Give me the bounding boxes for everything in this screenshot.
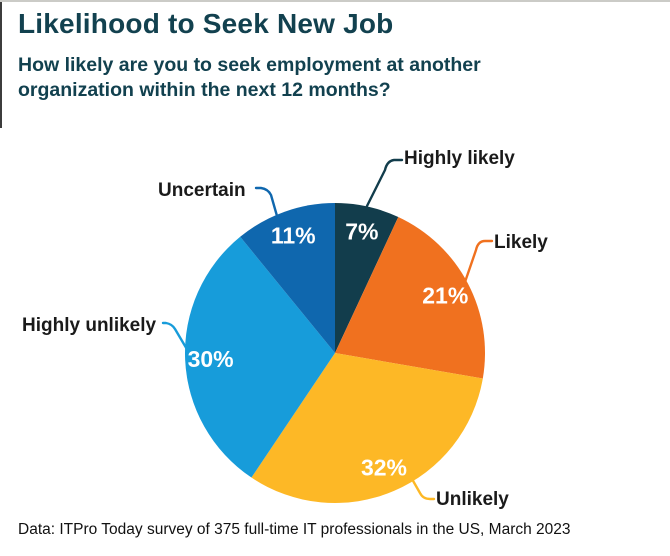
pie-value-labels: 7% 21% 32% 30% 11%	[188, 218, 469, 480]
slice-label-highly-likely: Highly likely	[404, 148, 515, 169]
page-subtitle: How likely are you to seek employment at…	[18, 54, 481, 101]
slice-label-likely: Likely	[494, 232, 548, 253]
screen-left-edge	[0, 2, 2, 128]
leader-line-unlikely	[410, 477, 436, 501]
pie-slices	[184, 203, 486, 504]
pie-slice-highly-likely	[335, 203, 399, 353]
screen-top-edge	[0, 0, 670, 2]
pie-slice-uncertain	[240, 203, 335, 353]
slice-label-unlikely: Unlikely	[436, 489, 509, 510]
leader-line-uncertain	[254, 186, 279, 218]
pie-value-highly-unlikely: 30%	[188, 346, 234, 372]
leader-line-likely	[463, 239, 494, 284]
leader-line-highly-likely	[365, 158, 404, 208]
pie-value-likely: 21%	[422, 282, 468, 308]
page-title: Likelihood to Seek New Job	[18, 8, 394, 39]
pie-slice-highly-unlikely	[184, 236, 335, 478]
pie-value-unlikely: 32%	[361, 455, 407, 481]
pie-slice-likely	[335, 217, 486, 379]
pie-value-highly-likely: 7%	[345, 218, 378, 244]
slice-label-highly-unlikely: Highly unlikely	[22, 315, 157, 336]
slice-label-uncertain: Uncertain	[158, 180, 246, 201]
pie-slice-unlikely	[251, 353, 483, 504]
data-source-note: Data: ITPro Today survey of 375 full-tim…	[18, 521, 571, 538]
leader-line-highly-unlikely	[161, 321, 190, 353]
pie-value-uncertain: 11%	[271, 223, 316, 249]
